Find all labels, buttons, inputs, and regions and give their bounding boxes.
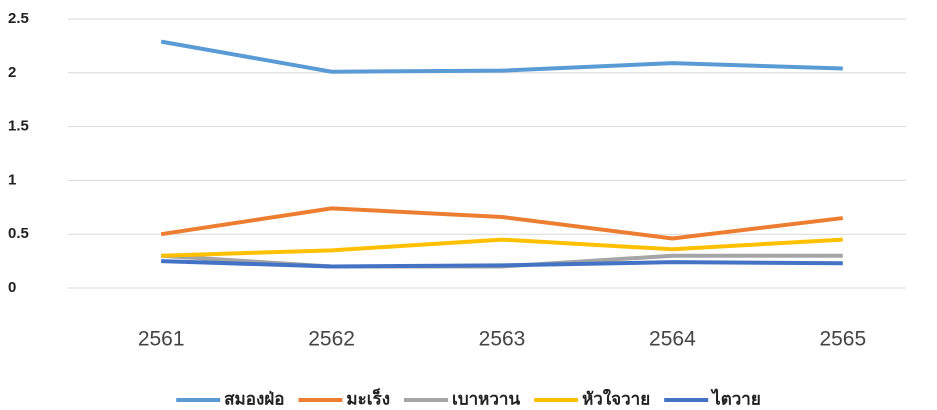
y-tick-label: 0.5	[8, 225, 29, 242]
y-tick-label: 1.5	[8, 118, 29, 135]
legend-label: เบาหวาน	[452, 389, 520, 408]
x-tick-label: 2561	[138, 328, 185, 351]
series-line	[161, 259, 843, 269]
series-line	[161, 237, 843, 258]
y-tick-label: 2.5	[8, 10, 29, 27]
y-tick-label: 0	[8, 279, 16, 296]
x-tick-label: 2565	[819, 328, 866, 351]
legend-label: หัวใจวาย	[582, 388, 650, 408]
series-line	[160, 206, 844, 241]
x-tick-label: 2563	[479, 328, 526, 351]
legend-label: สมองฝ่อ	[224, 389, 284, 408]
legend-label: ไตวาย	[710, 388, 761, 408]
y-tick-label: 2	[8, 64, 16, 81]
legend-label: มะเร็ง	[346, 386, 390, 408]
y-tick-label: 1	[8, 171, 16, 188]
x-tick-label: 2562	[308, 328, 355, 351]
series-line	[160, 39, 843, 74]
x-tick-label: 2564	[649, 328, 696, 351]
